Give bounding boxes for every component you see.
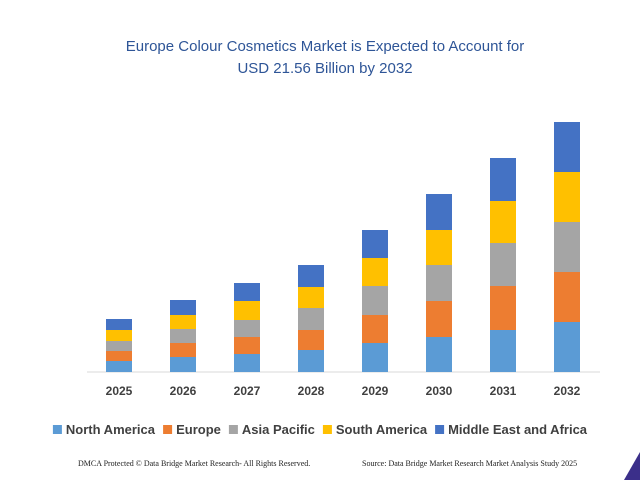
bar-2025-south-america — [106, 330, 132, 341]
bar-2031-south-america — [490, 201, 516, 243]
bar-2028-middle-east-and-africa — [298, 265, 324, 287]
x-tick-label-2032: 2032 — [554, 384, 581, 398]
bars-layer — [106, 122, 580, 372]
bar-2029-middle-east-and-africa — [362, 230, 388, 258]
bar-2027-europe — [234, 337, 260, 354]
bar-2026-middle-east-and-africa — [170, 300, 196, 315]
legend-swatch-europe — [163, 425, 173, 434]
bar-2031-north-america — [490, 330, 516, 372]
bar-2032-south-america — [554, 172, 580, 222]
bar-2030-middle-east-and-africa — [426, 194, 452, 230]
bar-2029-europe — [362, 315, 388, 343]
bar-2031-europe — [490, 286, 516, 330]
bar-2027-south-america — [234, 301, 260, 320]
corner-decoration — [624, 452, 640, 480]
legend-label-south-america: South America — [336, 422, 428, 437]
legend-swatch-south-america — [322, 425, 332, 434]
bar-2031-asia-pacific — [490, 243, 516, 286]
legend-swatch-north-america — [52, 425, 62, 434]
bar-2028-europe — [298, 330, 324, 350]
legend-label-asia-pacific: Asia Pacific — [242, 422, 315, 437]
bar-2030-asia-pacific — [426, 265, 452, 301]
bar-2030-north-america — [426, 337, 452, 372]
bar-2028-asia-pacific — [298, 308, 324, 330]
bar-2027-middle-east-and-africa — [234, 283, 260, 301]
legend-label-north-america: North America — [66, 422, 156, 437]
x-tick-label-2027: 2027 — [234, 384, 261, 398]
bar-2026-north-america — [170, 357, 196, 372]
x-tick-label-2031: 2031 — [490, 384, 517, 398]
bar-2029-asia-pacific — [362, 286, 388, 315]
x-tick-label-2026: 2026 — [170, 384, 197, 398]
legend-swatch-asia-pacific — [228, 425, 238, 434]
bar-2029-south-america — [362, 258, 388, 286]
bar-2027-asia-pacific — [234, 320, 260, 337]
bar-2030-europe — [426, 301, 452, 337]
footer-source: Source: Data Bridge Market Research Mark… — [362, 459, 578, 468]
bar-2026-asia-pacific — [170, 329, 196, 343]
bar-2032-asia-pacific — [554, 222, 580, 272]
bar-2025-asia-pacific — [106, 341, 132, 351]
bar-2025-middle-east-and-africa — [106, 319, 132, 330]
bar-2025-north-america — [106, 361, 132, 372]
x-tick-label-2030: 2030 — [426, 384, 453, 398]
x-tick-label-2029: 2029 — [362, 384, 389, 398]
bar-2027-north-america — [234, 354, 260, 372]
bar-2032-europe — [554, 272, 580, 322]
x-tick-labels: 2025 2026 2027 2028 2029 2030 2031 2032 — [106, 384, 581, 398]
chart-title-line-1: Europe Colour Cosmetics Market is Expect… — [126, 38, 525, 55]
footer-copyright: DMCA Protected © Data Bridge Market Rese… — [78, 459, 311, 468]
bar-2026-south-america — [170, 315, 196, 329]
chart-title-line-2: USD 21.56 Billion by 2032 — [237, 60, 412, 77]
legend-label-middle-east-and-africa: Middle East and Africa — [448, 422, 588, 437]
x-tick-label-2028: 2028 — [298, 384, 325, 398]
bar-2025-europe — [106, 351, 132, 361]
bar-2026-europe — [170, 343, 196, 357]
bar-2028-south-america — [298, 287, 324, 308]
bar-2031-middle-east-and-africa — [490, 158, 516, 201]
x-tick-label-2025: 2025 — [106, 384, 133, 398]
bar-2028-north-america — [298, 350, 324, 372]
legend-swatch-middle-east-and-africa — [435, 425, 445, 434]
bar-2032-middle-east-and-africa — [554, 122, 580, 172]
bar-2030-south-america — [426, 230, 452, 265]
legend-label-europe: Europe — [176, 422, 221, 437]
bar-2029-north-america — [362, 343, 388, 372]
bar-2032-north-america — [554, 322, 580, 372]
legend: North America Europe Asia Pacific South Ame… — [52, 422, 588, 437]
